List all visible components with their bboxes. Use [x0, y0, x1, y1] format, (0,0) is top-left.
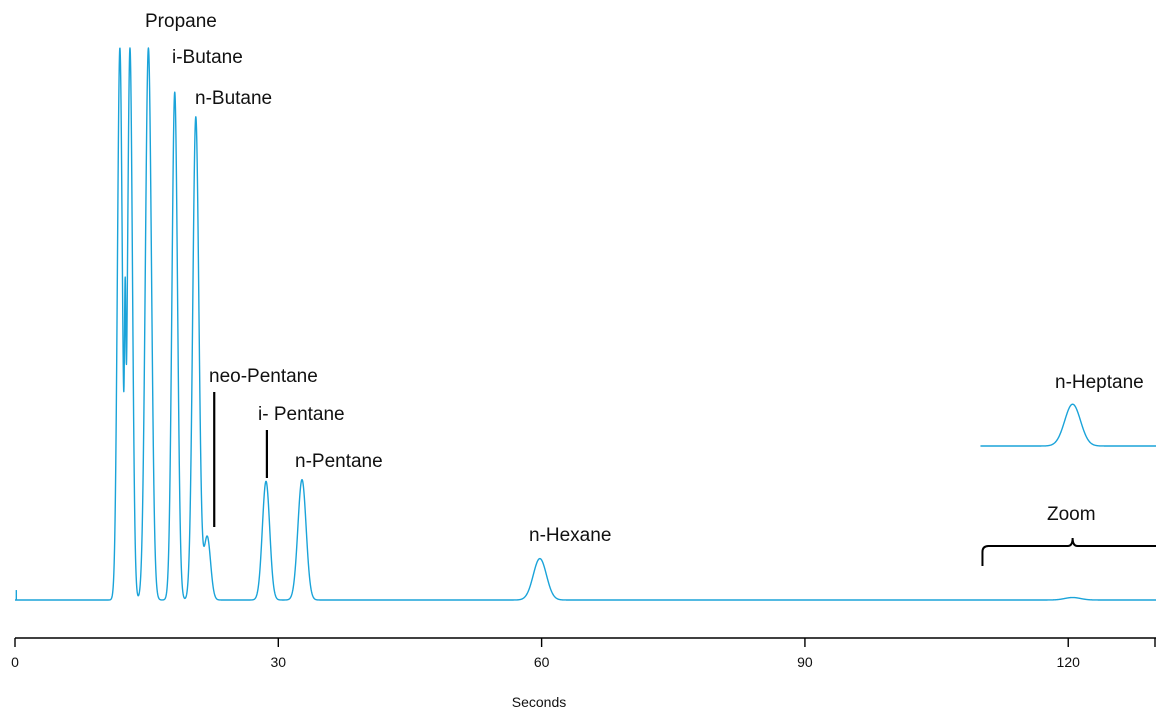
x-tick-label-60: 60: [534, 654, 550, 670]
label-i-pentane: i- Pentane: [258, 404, 345, 425]
zoom-bracket: [981, 537, 1156, 566]
inset-trace: [980, 403, 1156, 447]
label-zoom: Zoom: [1047, 504, 1096, 525]
x-axis: 0 30 60 90 120: [11, 637, 1156, 670]
x-tick-label-120: 120: [1057, 654, 1081, 670]
label-n-hexane: n-Hexane: [529, 525, 611, 546]
label-i-butane: i-Butane: [172, 47, 243, 68]
label-propane: Propane: [145, 11, 217, 32]
x-tick-label-90: 90: [797, 654, 813, 670]
x-axis-title: Seconds: [512, 694, 566, 709]
marker-layer: [213, 392, 268, 527]
label-n-pentane: n-Pentane: [295, 451, 383, 472]
label-neo-pentane: neo-Pentane: [209, 366, 318, 387]
inset-layer: [980, 403, 1156, 566]
label-n-butane: n-Butane: [195, 88, 272, 109]
label-n-heptane: n-Heptane: [1055, 372, 1144, 393]
x-tick-label-30: 30: [271, 654, 287, 670]
trace-layer: [14, 47, 1156, 601]
x-tick-label-0: 0: [11, 654, 19, 670]
chromatogram-trace: [14, 47, 1156, 601]
